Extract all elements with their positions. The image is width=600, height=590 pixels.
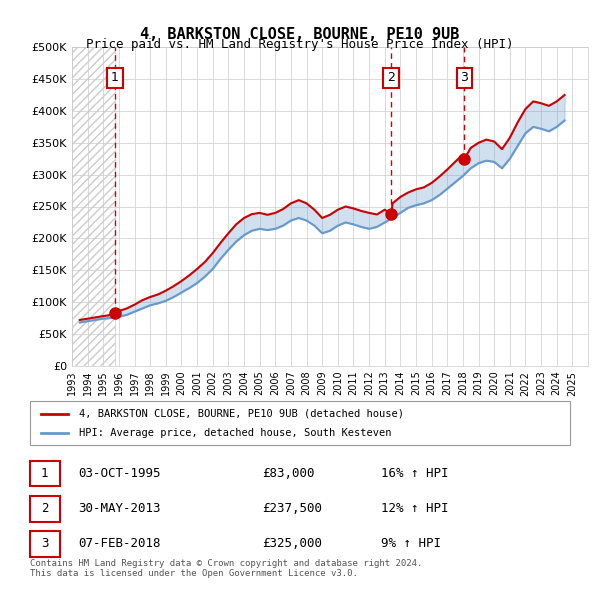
Text: 07-FEB-2018: 07-FEB-2018 [79,537,161,550]
FancyBboxPatch shape [30,401,570,445]
Text: 9% ↑ HPI: 9% ↑ HPI [381,537,441,550]
FancyBboxPatch shape [30,496,60,522]
Text: £325,000: £325,000 [262,537,322,550]
Text: 3: 3 [461,71,469,84]
Text: 3: 3 [41,537,49,550]
Text: 12% ↑ HPI: 12% ↑ HPI [381,502,449,515]
Text: Price paid vs. HM Land Registry's House Price Index (HPI): Price paid vs. HM Land Registry's House … [86,38,514,51]
Text: 16% ↑ HPI: 16% ↑ HPI [381,467,449,480]
Text: HPI: Average price, detached house, South Kesteven: HPI: Average price, detached house, Sout… [79,428,391,438]
Text: 4, BARKSTON CLOSE, BOURNE, PE10 9UB (detached house): 4, BARKSTON CLOSE, BOURNE, PE10 9UB (det… [79,409,404,418]
Bar [72,47,115,366]
Text: 1: 1 [41,467,49,480]
Text: 30-MAY-2013: 30-MAY-2013 [79,502,161,515]
Text: 03-OCT-1995: 03-OCT-1995 [79,467,161,480]
Text: 4, BARKSTON CLOSE, BOURNE, PE10 9UB: 4, BARKSTON CLOSE, BOURNE, PE10 9UB [140,27,460,41]
Text: £83,000: £83,000 [262,467,314,480]
Text: 1: 1 [111,71,119,84]
Text: Contains HM Land Registry data © Crown copyright and database right 2024.
This d: Contains HM Land Registry data © Crown c… [30,559,422,578]
FancyBboxPatch shape [30,531,60,557]
Text: 2: 2 [41,502,49,515]
Text: £237,500: £237,500 [262,502,322,515]
FancyBboxPatch shape [30,461,60,486]
Text: 2: 2 [387,71,395,84]
